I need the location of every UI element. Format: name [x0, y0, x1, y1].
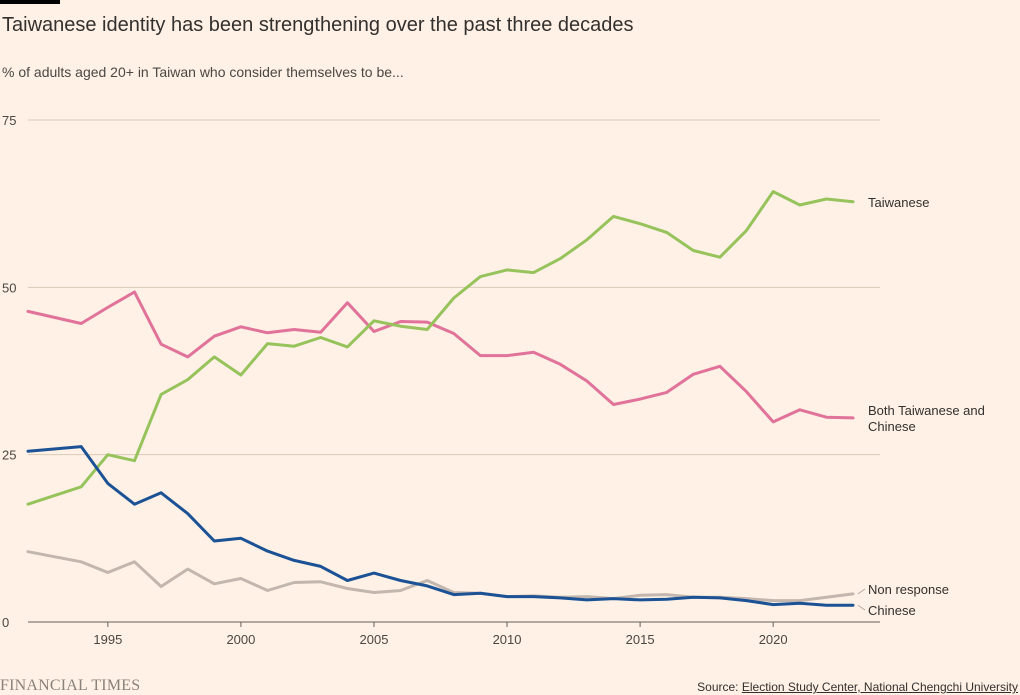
series-line-both — [26, 290, 855, 424]
series-label-chinese: Chinese — [868, 603, 916, 618]
x-tick-label: 2005 — [360, 632, 389, 647]
x-tick-label: 1995 — [93, 632, 122, 647]
y-tick-label: 0 — [2, 615, 9, 630]
y-tick-label: 75 — [2, 113, 16, 128]
series-line-chinese — [26, 445, 855, 607]
x-axis: 1995 2000 2005 2010 2015 2020 — [28, 621, 880, 647]
x-tick-label: 2015 — [626, 632, 655, 647]
chart-title: Taiwanese identity has been strengthenin… — [2, 14, 634, 36]
line-chart: 0 25 50 75 1995 2000 2005 2010 2015 2020 Taiwane… — [2, 113, 985, 647]
ft-logo: FINANCIAL TIMES — [0, 677, 141, 694]
series-label-both: Both Taiwanese and Chinese — [868, 403, 985, 434]
source-note: Source: Election Study Center, National … — [697, 680, 1018, 694]
series-label-non-response: Non response — [868, 582, 949, 597]
x-tick-label: 2000 — [226, 632, 255, 647]
y-tick-label: 50 — [2, 280, 16, 295]
y-tick-label: 25 — [2, 448, 16, 463]
series-lines — [26, 190, 855, 607]
gridlines — [28, 119, 880, 456]
x-tick-label: 2020 — [759, 632, 788, 647]
label-connector — [857, 588, 866, 595]
series-line-taiwanese — [26, 190, 855, 506]
y-tick-labels: 0 25 50 75 — [2, 113, 16, 630]
series-line-non-response — [26, 550, 855, 603]
chart-subtitle: % of adults aged 20+ in Taiwan who consi… — [2, 64, 404, 80]
label-connector — [857, 604, 866, 611]
series-labels: Taiwanese Both Taiwanese and Chinese Chines… — [857, 195, 985, 618]
source-prefix: Source: — [697, 680, 742, 694]
x-tick-label: 2010 — [493, 632, 522, 647]
series-label-taiwanese: Taiwanese — [868, 195, 929, 210]
ft-top-bar — [0, 0, 60, 4]
source-link[interactable]: Election Study Center, National Chengchi… — [741, 680, 1018, 694]
